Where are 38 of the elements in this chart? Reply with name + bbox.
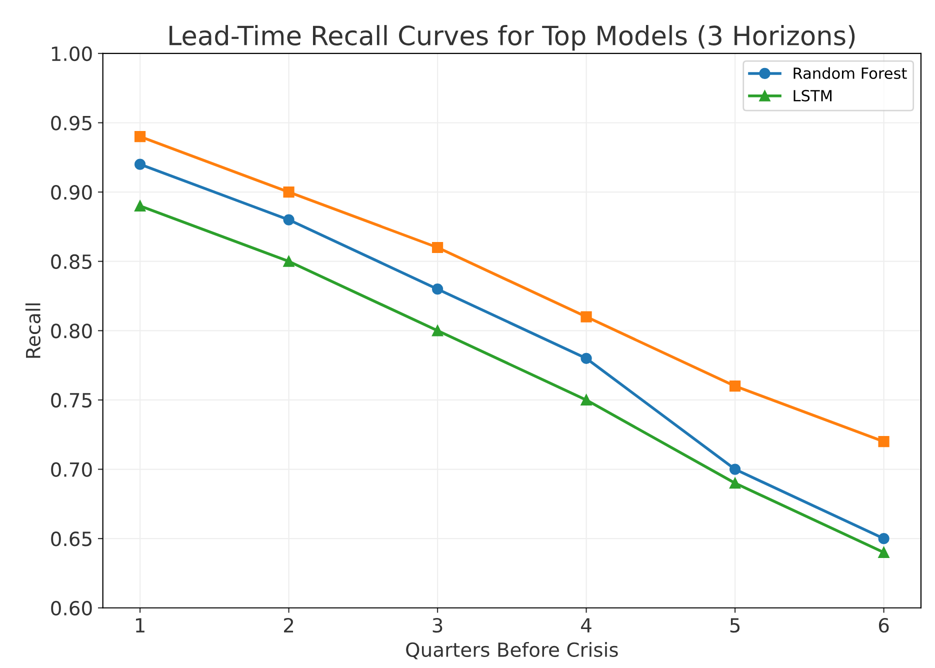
point: [580, 394, 592, 406]
legend-label: LSTM: [794, 90, 832, 102]
y-tick-label: 1.00: [52, 46, 92, 62]
y-tick-label: 0.85: [51, 254, 92, 270]
point: [878, 546, 890, 558]
x-tick-label: 3: [432, 618, 442, 633]
x-tick-label: 4: [581, 618, 592, 632]
point: [432, 325, 444, 336]
point: [729, 464, 741, 475]
x-tick-label: 5: [730, 618, 740, 633]
point: [580, 311, 592, 322]
point: [283, 186, 294, 198]
x-tick-label: 6: [878, 618, 889, 633]
point: [283, 214, 294, 226]
point: [878, 533, 890, 544]
point: [580, 352, 592, 364]
x-axis-title: Quarters Before Crisis: [406, 642, 618, 660]
legend-label: Random Forest: [794, 67, 907, 80]
point: [432, 284, 444, 295]
point: [134, 158, 146, 170]
point: [432, 242, 444, 254]
y-tick-label: 0.90: [51, 185, 92, 200]
y-tick-label: 0.70: [51, 462, 92, 477]
y-tick-label: 0.95: [51, 116, 92, 130]
x-tick-label: 2: [284, 618, 294, 632]
y-axis-title: Recall: [25, 303, 41, 358]
chart-title: Lead-Time Recall Curves for Top Models (3 Horizons): [170, 25, 855, 51]
y-tick-label: 0.80: [51, 324, 92, 338]
point: [729, 380, 741, 392]
point: [134, 131, 146, 142]
point: [729, 478, 741, 489]
y-tick-label: 0.75: [51, 392, 92, 408]
point: [283, 256, 294, 267]
x-tick-label: 1: [136, 618, 144, 632]
point: [878, 436, 890, 448]
y-tick-label: 0.65: [51, 532, 92, 546]
point: [134, 200, 146, 212]
y-tick-label: 0.60: [51, 600, 92, 616]
